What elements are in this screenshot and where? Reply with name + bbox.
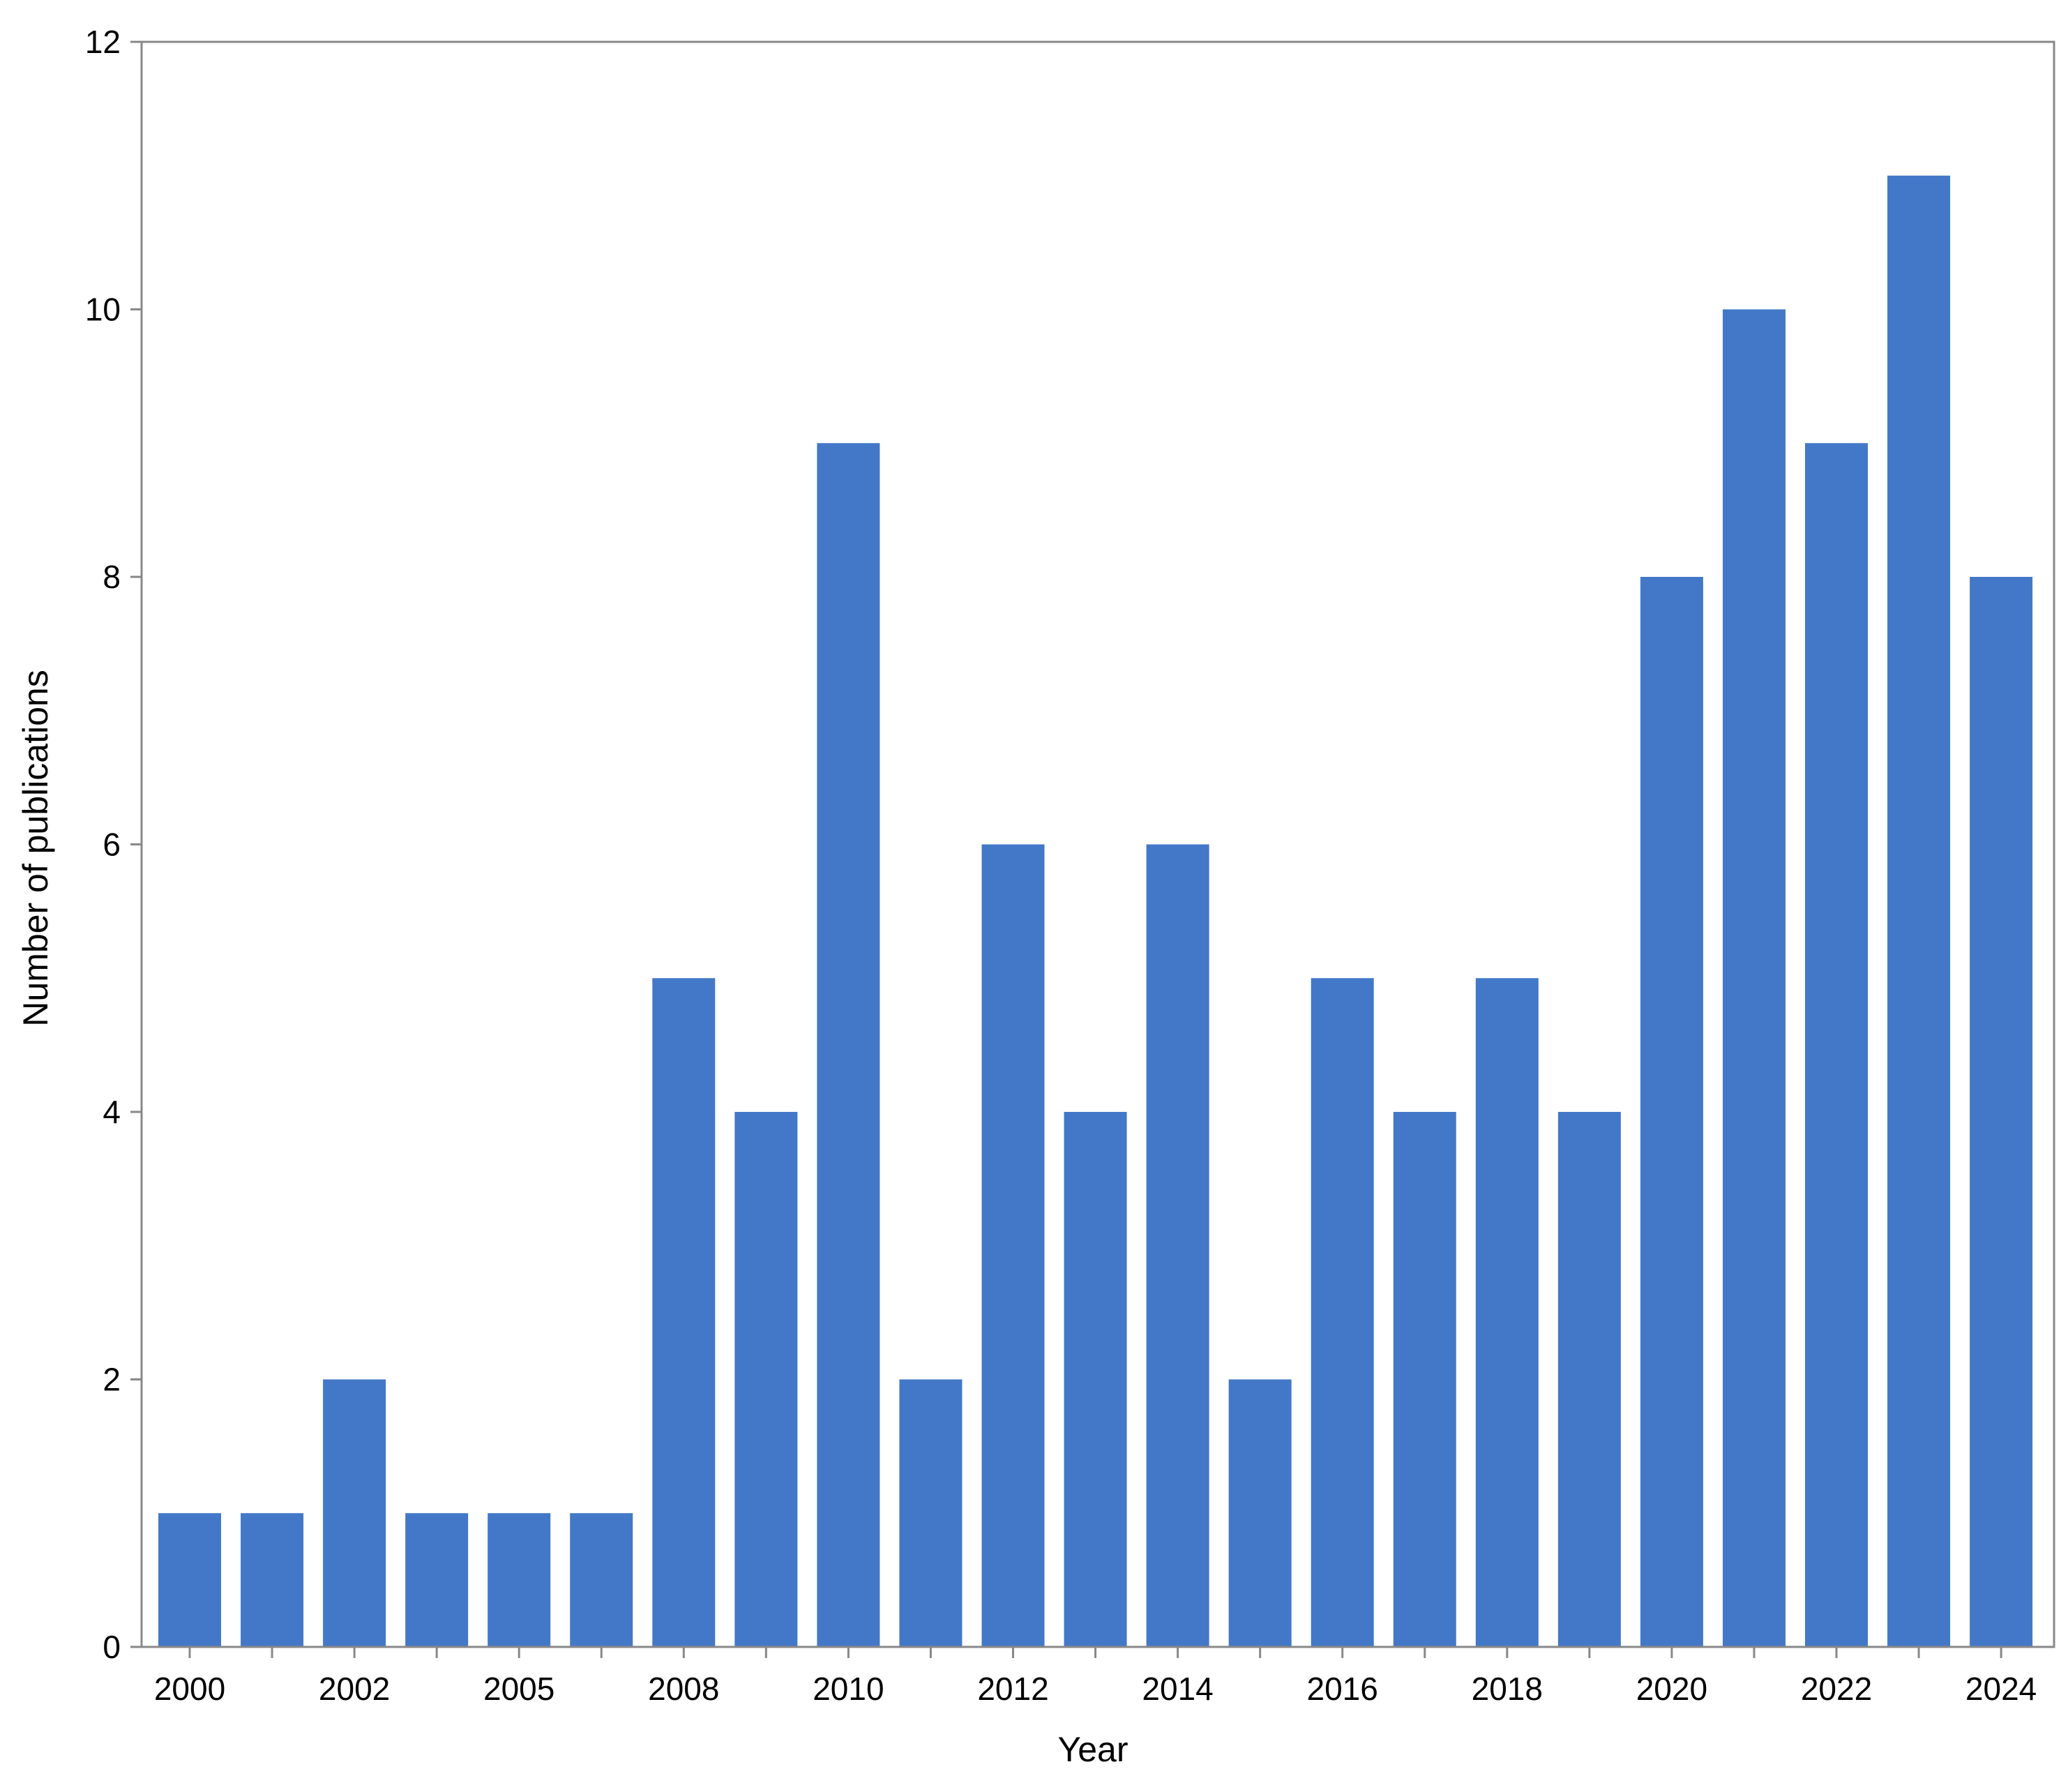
bar-2013 (1064, 1112, 1127, 1647)
bar-2000 (158, 1513, 221, 1647)
x-tick-label: 2000 (154, 1671, 225, 1707)
x-tick-label: 2002 (319, 1671, 390, 1707)
bar-2024 (1970, 577, 2033, 1647)
bar-2008 (652, 978, 716, 1647)
bar-2022 (1805, 443, 1868, 1647)
y-tick-label: 12 (85, 24, 121, 60)
x-tick-label: 2022 (1801, 1671, 1872, 1707)
x-tick-label: 2005 (483, 1671, 554, 1707)
bar-2003 (405, 1513, 469, 1647)
x-tick-label: 2018 (1472, 1671, 1543, 1707)
bar-2002 (323, 1379, 386, 1647)
y-tick-label: 2 (103, 1362, 121, 1398)
bar-2020 (1640, 577, 1703, 1647)
bar-2021 (1722, 309, 1786, 1647)
bar-2007 (570, 1513, 633, 1647)
y-tick-label: 6 (103, 827, 121, 863)
bar-2019 (1557, 1112, 1621, 1647)
bar-2009 (734, 1112, 798, 1647)
bar-2023 (1887, 175, 1951, 1647)
bar-2011 (899, 1379, 963, 1647)
x-tick-label: 2010 (813, 1671, 884, 1707)
bar-2014 (1146, 844, 1209, 1647)
y-tick-label: 4 (103, 1094, 121, 1130)
x-tick-label: 2024 (1965, 1671, 2037, 1707)
bar-2012 (981, 844, 1045, 1647)
bars-group (158, 175, 2033, 1647)
bar-2001 (241, 1513, 304, 1647)
y-tick-label: 8 (103, 559, 121, 595)
bar-2015 (1228, 1379, 1292, 1647)
bar-2018 (1475, 978, 1539, 1647)
bar-2017 (1393, 1112, 1456, 1647)
x-tick-label: 2012 (977, 1671, 1048, 1707)
bar-2016 (1311, 978, 1374, 1647)
y-tick-label: 0 (103, 1629, 121, 1665)
x-tick-label: 2020 (1636, 1671, 1707, 1707)
x-axis: 2000 2002 2005 2008 2010 2012 2014 2016 2018 2020… (154, 1647, 2037, 1707)
bar-2005 (488, 1513, 551, 1647)
y-axis-title: Number of publications (16, 670, 55, 1026)
x-axis-title: Year (1057, 1730, 1128, 1769)
x-tick-label: 2014 (1142, 1671, 1213, 1707)
x-tick-label: 2016 (1307, 1671, 1378, 1707)
y-tick-label: 10 (85, 292, 121, 328)
x-tick-label: 2008 (648, 1671, 719, 1707)
bar-2010 (817, 443, 880, 1647)
y-axis: 0 2 4 6 8 10 12 (85, 24, 142, 1665)
